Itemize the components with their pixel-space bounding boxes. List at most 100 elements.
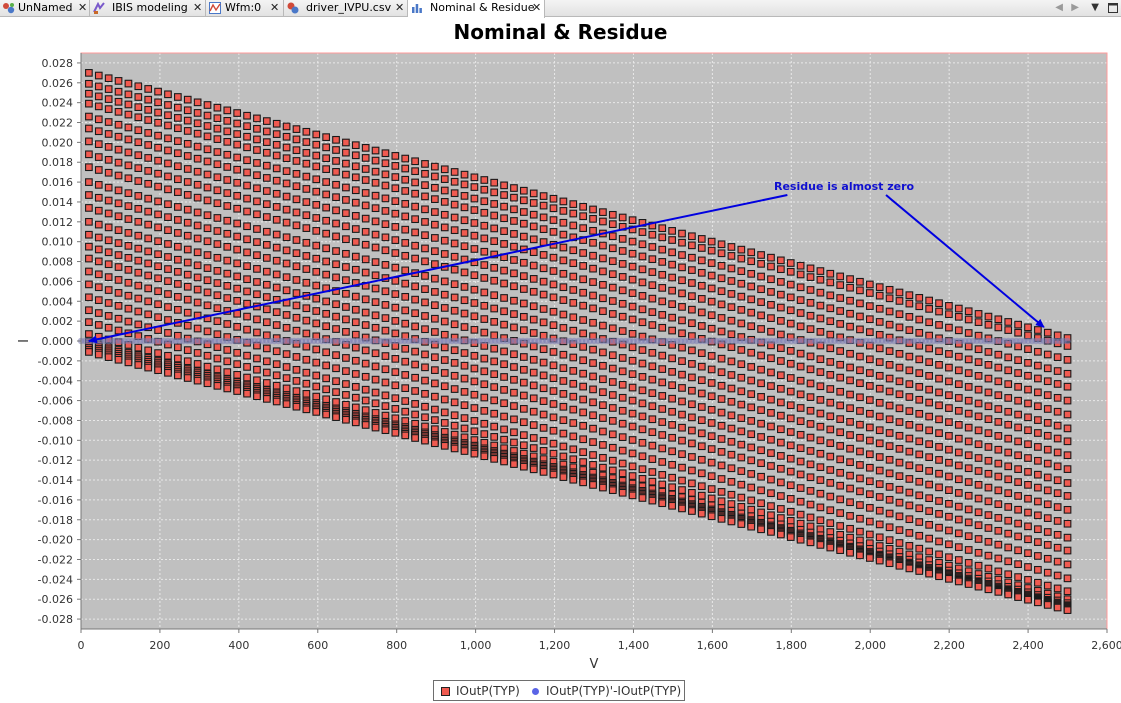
tab-ibis-modeling[interactable]: IBIS modeling ✕ [90,0,206,17]
data-point [915,504,924,513]
y-tick-label: -0.014 [38,474,73,487]
data-point [500,435,508,444]
data-point [984,537,993,546]
data-point [322,297,330,306]
data-point [104,323,113,332]
data-point [658,431,667,439]
data-point [361,201,370,210]
data-point [648,428,657,437]
data-point [272,230,281,239]
data-point [371,362,380,371]
data-point [737,520,746,528]
data-point [974,548,983,557]
data-point [124,278,133,287]
data-point [846,444,854,453]
data-point [826,269,835,278]
data-point [1014,478,1022,486]
tab-driver-ivpu-csv[interactable]: driver_IVPU.csv ✕ [284,0,408,17]
scroll-right-icon[interactable]: ▶ [1071,2,1079,13]
data-point [124,317,133,326]
data-point [351,356,360,365]
data-point [994,526,1003,535]
data-point [480,176,489,184]
data-point [856,474,864,483]
data-point [599,361,607,370]
tab-wfm-0[interactable]: Wfm:0 ✕ [206,0,284,17]
tab-unnamed[interactable]: UnNamed ✕ [0,0,90,17]
data-point [964,409,973,418]
data-point [806,365,815,374]
legend-square-marker [441,687,450,696]
data-point [1024,426,1032,435]
data-point [450,200,459,209]
data-point [510,256,518,264]
y-tick-label: 0.002 [42,315,74,328]
data-point [796,404,805,412]
data-point [262,368,271,377]
residue-series [77,337,1071,345]
close-icon[interactable]: ✕ [270,1,280,14]
data-point [777,384,785,393]
close-icon[interactable]: ✕ [532,1,542,14]
data-point [85,124,93,133]
data-point [648,255,657,264]
data-point [678,229,686,238]
data-point [935,443,943,451]
data-point [1014,519,1022,528]
data-point [589,438,597,446]
data-point [727,316,736,325]
data-point [134,138,143,147]
data-point [351,383,360,391]
data-point [994,486,1003,495]
data-point [885,360,894,369]
data-point [697,322,706,330]
data-point [579,458,588,466]
data-point [223,117,232,125]
data-point [668,300,676,308]
data-point [371,349,380,358]
data-point [144,271,153,280]
data-point [846,471,854,480]
data-point [114,276,123,284]
tab-nominal-residue[interactable]: Nominal & Residue ✕ [408,0,545,18]
data-point [599,208,607,216]
data-point [154,262,162,271]
data-point [510,415,518,424]
data-point [203,288,212,297]
data-point [233,119,242,128]
data-point [569,405,578,414]
scroll-left-icon[interactable]: ◀ [1055,2,1063,13]
data-point [727,450,736,459]
data-point [233,297,242,305]
maximize-icon[interactable] [1108,0,1118,19]
data-point [589,411,597,420]
data-point [856,407,864,415]
data-point [272,243,281,252]
data-point [895,418,904,426]
data-point [480,185,489,194]
close-icon[interactable]: ✕ [193,1,203,14]
data-point [925,305,933,313]
data-point [579,275,588,284]
data-point [144,179,153,188]
data-point [470,173,479,182]
data-point [856,352,864,361]
data-point [856,501,864,509]
data-point [688,241,696,250]
data-point [431,314,439,323]
data-point [401,175,410,184]
data-point [875,533,884,542]
data-point [134,294,143,303]
data-point [470,206,479,214]
close-icon[interactable]: ✕ [395,1,405,14]
data-point [826,492,835,501]
data-point [361,346,370,355]
close-icon[interactable]: ✕ [78,1,88,14]
data-point [1034,374,1042,383]
data-point [292,208,301,217]
data-point [500,266,508,275]
data-point [193,208,202,217]
data-point [1024,494,1032,503]
chevron-down-icon[interactable]: ▼ [1091,2,1099,13]
data-point [925,569,933,578]
